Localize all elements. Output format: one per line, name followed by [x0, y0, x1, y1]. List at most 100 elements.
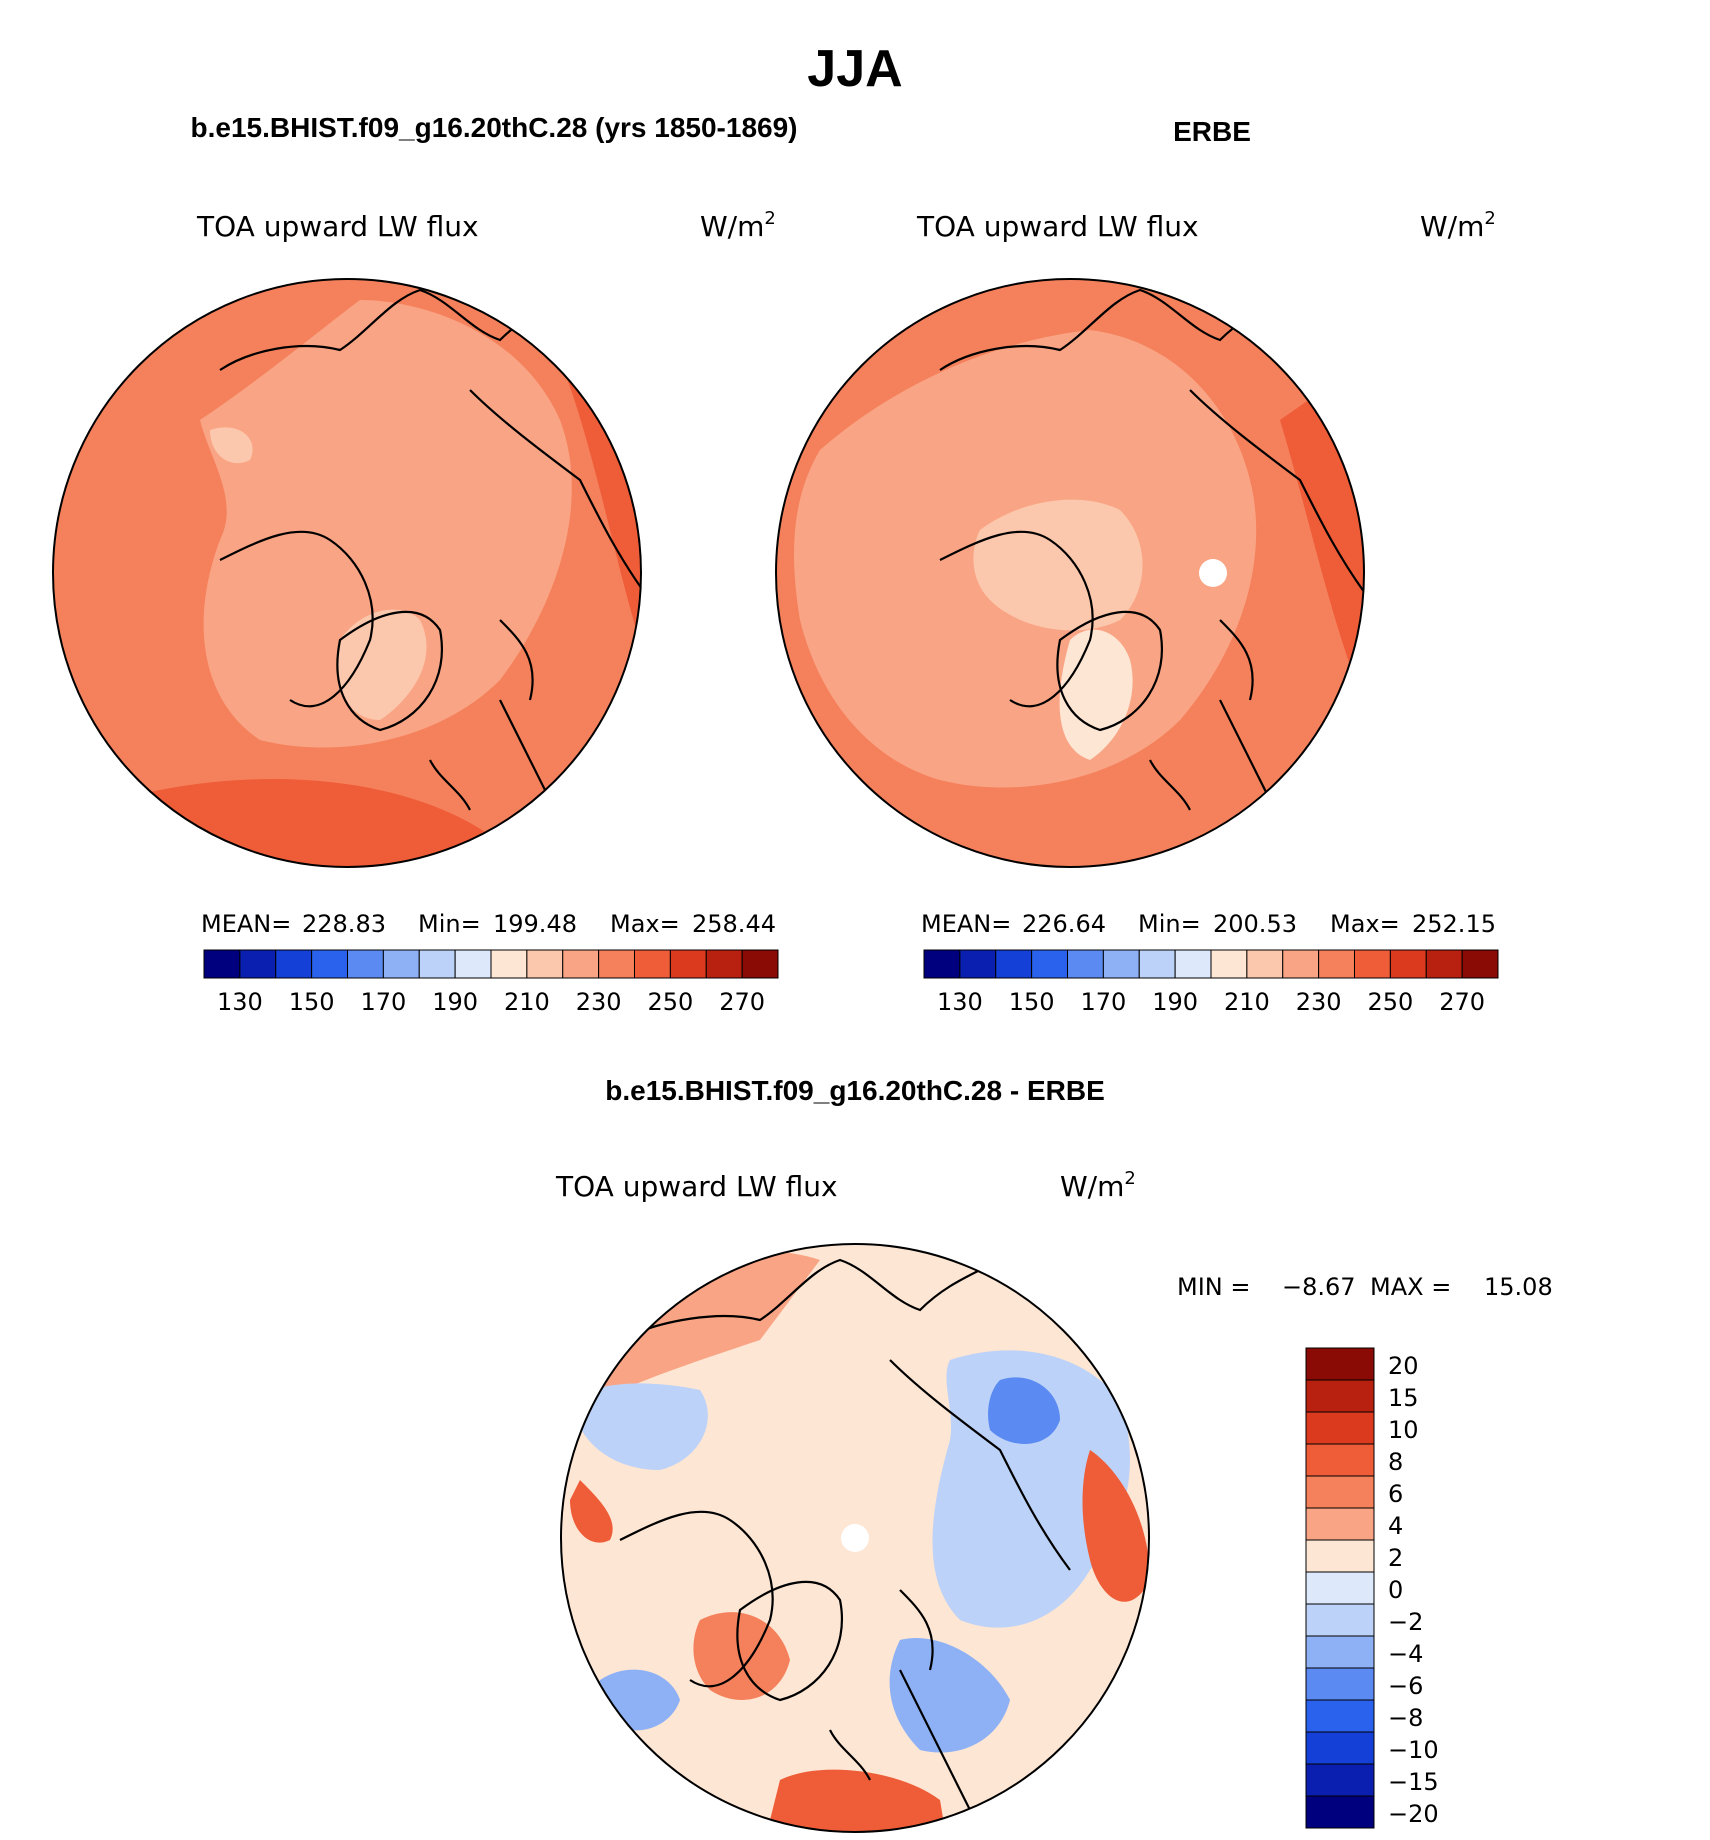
- colorbar-swatch: [1067, 949, 1104, 979]
- colorbar-tick-label: 210: [504, 988, 550, 1016]
- polar-data-hole: [1199, 559, 1227, 587]
- colorbar-swatch: [1282, 949, 1320, 979]
- coastlines: [619, 1258, 1071, 1832]
- stat-min-label: Min=: [1138, 910, 1201, 938]
- variable-label-model: TOA upward LW flux: [196, 210, 479, 243]
- colorbar-swatch: [1305, 1411, 1375, 1445]
- colorbar-tick-label: 230: [1296, 988, 1342, 1016]
- colorbar-swatch: [239, 949, 277, 979]
- colorbar-swatch: [923, 949, 961, 979]
- map-boundary: [775, 278, 1365, 868]
- colorbar-swatch: [562, 949, 600, 979]
- colorbar-tick-label: 130: [217, 988, 263, 1016]
- stat-mean-label: MEAN=: [201, 910, 291, 938]
- polar-data-hole: [841, 1524, 869, 1552]
- colorbar-tick-label: 150: [289, 988, 335, 1016]
- colorbar-tick-label: −8: [1388, 1704, 1423, 1732]
- colorbar-swatch: [1305, 1475, 1375, 1509]
- units-label-model: W/m2: [700, 208, 776, 243]
- stat-max-value: 252.15: [1412, 910, 1496, 938]
- colorbar-swatch: [1305, 1443, 1375, 1477]
- colorbar-swatch: [1305, 1507, 1375, 1541]
- colorbar-swatch: [1305, 1603, 1375, 1637]
- colorbar-swatch: [454, 949, 492, 979]
- colorbar-tick-label: 15: [1388, 1384, 1419, 1412]
- variable-label-diff: TOA upward LW flux: [555, 1170, 838, 1203]
- stat-min-label: Min=: [418, 910, 481, 938]
- colorbar-model: 130 150 170 190 210 230 250 270: [203, 949, 779, 1016]
- colorbar-tick-label: −6: [1388, 1672, 1423, 1700]
- field-patch: [932, 1350, 1130, 1628]
- field-patch: [889, 1638, 1010, 1753]
- stat-max-value: 15.08: [1484, 1273, 1553, 1301]
- colorbar-tick-label: 250: [1367, 988, 1413, 1016]
- polar-map-model: [52, 278, 642, 868]
- colorbar-swatch: [705, 949, 743, 979]
- stat-min-label: MIN =: [1177, 1273, 1250, 1301]
- colorbar-swatch: [1138, 949, 1176, 979]
- colorbar-tick-label: 190: [1152, 988, 1198, 1016]
- field-patch: [988, 1377, 1060, 1444]
- units-label-obs: W/m2: [1420, 208, 1496, 243]
- colorbar-tick-label: −2: [1388, 1608, 1423, 1636]
- colorbar-tick-label: 230: [576, 988, 622, 1016]
- colorbar-swatch: [1305, 1731, 1375, 1765]
- stat-mean-value: 228.83: [302, 910, 386, 938]
- colorbar-tick-label: 210: [1224, 988, 1270, 1016]
- stat-max-label: Max=: [1330, 910, 1400, 938]
- colorbar-tick-label: −15: [1388, 1768, 1439, 1796]
- colorbar-swatch: [741, 949, 779, 979]
- colorbar-swatch: [1305, 1635, 1375, 1669]
- colorbar-swatch: [1305, 1379, 1375, 1413]
- colorbar-swatch: [275, 949, 313, 979]
- stats-diff: MIN = −8.67 MAX = 15.08: [1177, 1273, 1553, 1301]
- colorbar-swatch: [1031, 949, 1068, 979]
- colorbar-swatch: [959, 949, 997, 979]
- colorbar-swatch: [418, 949, 456, 979]
- units-label-diff: W/m2: [1060, 1168, 1136, 1203]
- field-patch: [760, 1769, 950, 1832]
- stat-mean-label: MEAN=: [921, 910, 1011, 938]
- colorbar-swatch: [490, 949, 528, 979]
- colorbar-swatch: [1305, 1571, 1375, 1605]
- colorbar-tick-label: 270: [1439, 988, 1485, 1016]
- colorbar-swatch: [1389, 949, 1427, 979]
- colorbar-swatch: [1305, 1347, 1375, 1381]
- colorbar-swatch: [995, 949, 1033, 979]
- colorbar-tick-label: 8: [1388, 1448, 1403, 1476]
- stat-mean-value: 226.64: [1022, 910, 1106, 938]
- colorbar-swatch: [1210, 949, 1248, 979]
- field-patch: [570, 1383, 708, 1470]
- field-patch: [693, 1612, 790, 1700]
- colorbar-tick-label: 10: [1388, 1416, 1419, 1444]
- stat-min-value: 199.48: [493, 910, 577, 938]
- panel-title-diff: b.e15.BHIST.f09_g16.20thC.28 - ERBE: [605, 1075, 1105, 1106]
- variable-label-obs: TOA upward LW flux: [916, 210, 1199, 243]
- coastlines: [219, 288, 641, 867]
- map-boundary: [52, 278, 642, 868]
- field-patch: [1082, 1450, 1149, 1602]
- stat-min-value: −8.67: [1282, 1273, 1356, 1301]
- colorbar-tick-label: −10: [1388, 1736, 1439, 1764]
- polar-map-diff: [560, 1243, 1150, 1833]
- stat-min-value: 200.53: [1213, 910, 1297, 938]
- stat-max-label: MAX =: [1370, 1273, 1451, 1301]
- stat-max-value: 258.44: [692, 910, 776, 938]
- colorbar-swatch: [1354, 949, 1391, 979]
- map-boundary: [560, 1243, 1150, 1833]
- colorbar-tick-label: 150: [1009, 988, 1055, 1016]
- colorbar-swatch: [1305, 1667, 1375, 1701]
- stat-max-label: Max=: [610, 910, 680, 938]
- colorbar-obs: 130 150 170 190 210 230 250 270: [923, 949, 1499, 1016]
- stats-model: MEAN= 228.83 Min= 199.48 Max= 258.44: [201, 910, 776, 938]
- colorbar-tick-label: 2: [1388, 1544, 1403, 1572]
- colorbar-swatch: [634, 949, 671, 979]
- colorbar-swatch: [1425, 949, 1463, 979]
- field-patch: [210, 427, 253, 464]
- colorbar-swatch: [1461, 949, 1499, 979]
- colorbar-swatch: [203, 949, 241, 979]
- colorbar-tick-label: 190: [432, 988, 478, 1016]
- colorbar-swatch: [1174, 949, 1212, 979]
